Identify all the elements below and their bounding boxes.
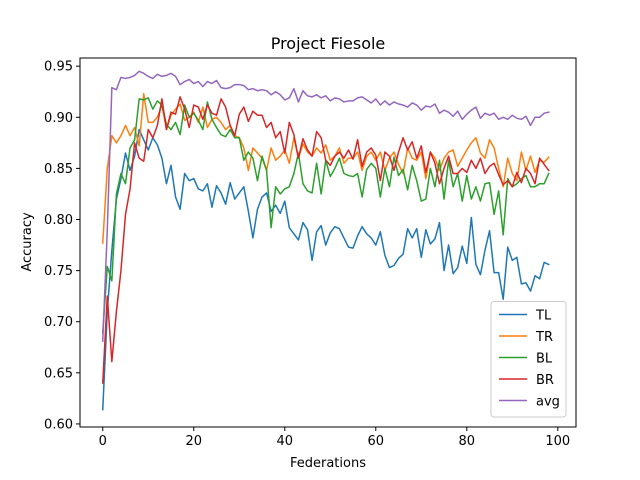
x-tick-label: 0 [99,434,107,449]
series-line-avg [101,70,550,342]
y-axis-label: Accuracy [20,212,35,272]
series-layer [101,70,550,411]
x-tick-label: 40 [276,434,293,449]
legend-label-br: BR [536,373,554,388]
x-tick-label: 20 [185,434,202,449]
x-axis-label: Federations [290,456,366,471]
legend-label-tl: TL [535,309,552,324]
series-line-br [101,96,550,384]
x-tick-label: 60 [368,434,385,449]
y-tick-label: 0.65 [44,366,73,381]
y-tick-label: 0.85 [44,162,73,177]
series-line-tl [101,128,550,411]
x-axis: 0 20 40 60 80 100 [99,427,570,449]
y-tick-label: 0.90 [44,111,73,126]
y-tick-label: 0.80 [44,213,73,228]
x-tick-label: 80 [459,434,476,449]
y-tick-label: 0.60 [44,417,73,432]
legend-label-bl: BL [536,352,553,367]
x-tick-label: 100 [545,434,570,449]
y-tick-label: 0.70 [44,315,73,330]
y-tick-label: 0.75 [44,264,73,279]
legend: TL TR BL BR avg [490,301,567,418]
legend-box [490,301,567,418]
legend-label-avg: avg [536,395,560,410]
y-tick-label: 0.95 [44,60,73,75]
chart-title: Project Fiesole [271,34,386,53]
legend-label-tr: TR [535,330,553,345]
y-axis: 0.60 0.65 0.70 0.75 0.80 0.85 0.90 0.95 [44,60,80,432]
plot-frame [79,57,577,428]
